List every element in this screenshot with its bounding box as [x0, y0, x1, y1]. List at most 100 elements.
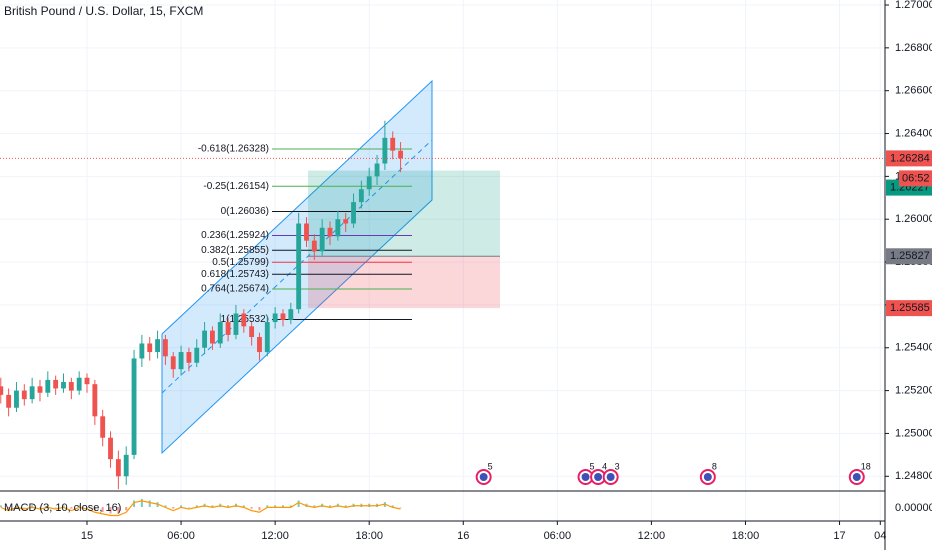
macd-bar: [399, 507, 402, 508]
candle-body: [155, 339, 160, 353]
y-tick-label: 1.25200: [895, 385, 932, 397]
candle-body: [225, 322, 231, 335]
macd-bar: [250, 507, 253, 509]
candle-body: [53, 379, 59, 389]
macd-bar: [164, 505, 167, 507]
event-flag: [606, 473, 615, 481]
candle-body: [257, 337, 262, 353]
candle-body: [84, 377, 90, 385]
candle-body: [45, 379, 51, 393]
macd-bar: [211, 505, 214, 507]
event-count: 4: [602, 461, 607, 471]
macd-bar: [0, 505, 2, 507]
macd-bar: [109, 507, 112, 514]
candle-body: [351, 202, 356, 224]
candle-body: [202, 330, 208, 348]
x-tick-label: 12:00: [638, 530, 666, 542]
macd-bar: [329, 505, 332, 507]
candle-body: [319, 227, 325, 252]
fib-label: 0(1.26036): [221, 206, 269, 217]
candle-body: [210, 330, 215, 344]
macd-bar: [46, 505, 49, 507]
candle-body: [100, 416, 106, 438]
event-flag: [581, 473, 590, 481]
macd-bar: [258, 507, 261, 511]
candle-body: [374, 163, 380, 177]
candle-body: [335, 219, 341, 237]
candle-body: [186, 352, 192, 363]
y-tick-label: 1.27000: [895, 0, 932, 11]
x-tick-label: 06:00: [167, 530, 195, 542]
candle-body: [131, 358, 137, 455]
candle-body: [304, 223, 309, 241]
candle-body: [296, 223, 302, 310]
candle-body: [272, 313, 278, 323]
macd-line: [0, 500, 401, 517]
event-flag: [594, 473, 603, 481]
event-count: 18: [861, 461, 871, 471]
macd-bar: [70, 507, 73, 509]
candle-body: [398, 150, 403, 159]
macd-bar: [187, 507, 190, 508]
candle-body: [123, 454, 129, 477]
x-tick-label: 04: [874, 530, 886, 542]
macd-label: MACD (3, 10, close, 16): [4, 502, 121, 514]
y-tick-label: 1.26000: [895, 213, 932, 225]
macd-bar: [7, 507, 10, 509]
event-count: 8: [712, 461, 717, 471]
event-flag: [703, 473, 712, 481]
loss-zone: [308, 256, 500, 309]
macd-bar: [281, 505, 284, 507]
macd-bar: [93, 507, 96, 511]
x-tick-label: 12:00: [261, 530, 289, 542]
y-tick-label: 1.24800: [895, 470, 932, 482]
plot: 5 5 4 3 8 18: [0, 120, 885, 517]
candle-body: [170, 356, 176, 370]
fib-label: 0.764(1.25674): [201, 284, 269, 295]
candle-body: [382, 137, 388, 164]
candle-body: [37, 386, 43, 393]
macd-bar: [140, 498, 143, 507]
candle-body: [76, 377, 82, 391]
macd-bar: [31, 505, 34, 507]
candle-body: [108, 437, 113, 460]
candle-body: [280, 313, 286, 320]
candle-body: [343, 219, 349, 224]
x-tick-label: 15: [81, 530, 93, 542]
candle-body: [194, 347, 200, 363]
macd-bar: [78, 505, 81, 507]
macd-bar: [344, 505, 347, 507]
x-tick-label: 17: [833, 530, 845, 542]
axes: 1.270001.268001.266001.264001.262001.260…: [81, 0, 932, 542]
y-tick-label: 1.26600: [895, 85, 932, 97]
candle-body: [288, 309, 294, 320]
candle-body: [241, 313, 247, 327]
fib-label: 0.382(1.25855): [201, 245, 269, 256]
price-label: 1.26284: [890, 152, 930, 164]
y-tick-label: 1.26400: [895, 127, 932, 139]
candle-body: [233, 313, 239, 335]
macd-bar: [266, 505, 269, 507]
candle-body: [6, 394, 12, 408]
price-label-box: [886, 150, 932, 167]
macd-bar: [15, 505, 18, 507]
macd-bar: [117, 507, 120, 514]
candle-body: [29, 386, 35, 400]
macd-bar: [313, 505, 316, 507]
candle-body: [68, 382, 74, 391]
candle-body: [327, 227, 333, 237]
candle-body: [249, 326, 255, 338]
fib-label: -0.25(1.26154): [203, 181, 269, 192]
candle-body: [21, 390, 27, 400]
candle-body: [92, 384, 98, 417]
fib-label: 0.618(1.25743): [201, 269, 269, 280]
countdown: 06:52: [902, 172, 930, 184]
candle-body: [358, 189, 364, 203]
candle-body: [0, 386, 4, 395]
macd-bar: [180, 505, 183, 507]
countdown-box: [899, 170, 932, 187]
macd-bar: [391, 505, 394, 507]
x-tick-label: 18:00: [732, 530, 760, 542]
event-flag: [852, 473, 861, 481]
